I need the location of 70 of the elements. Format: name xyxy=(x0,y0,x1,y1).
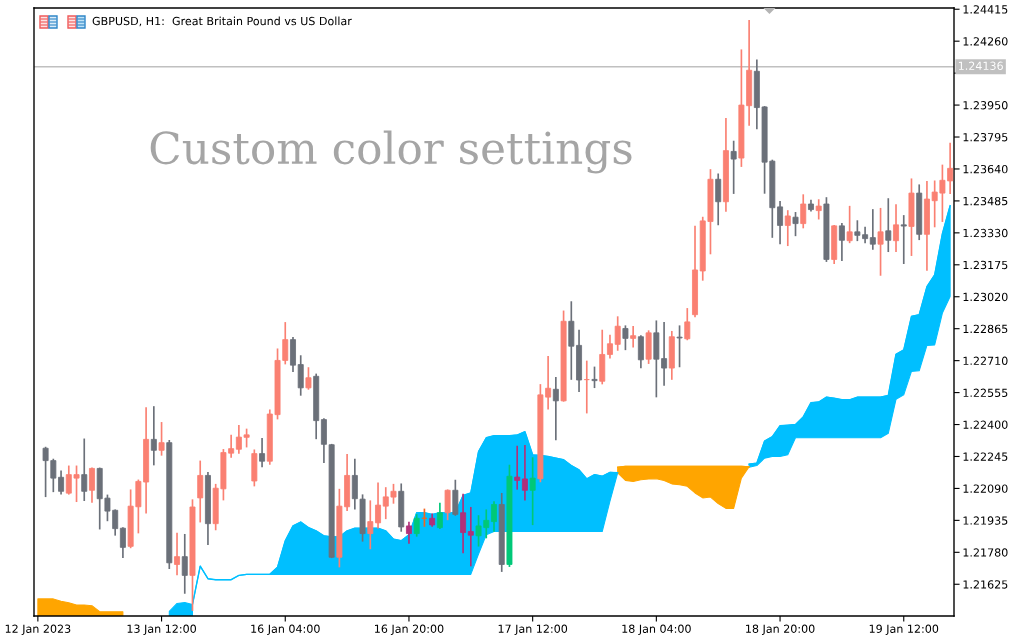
y-tick-label: 1.23330 xyxy=(963,228,1008,238)
candlestick xyxy=(197,460,204,523)
candlestick xyxy=(784,210,791,247)
candlestick xyxy=(529,457,536,526)
x-tick-label: 17 Jan 12:00 xyxy=(498,624,568,635)
y-tick-label: 1.22865 xyxy=(963,324,1008,334)
candlestick xyxy=(715,173,722,226)
candlestick xyxy=(436,502,443,530)
y-tick-label: 1.22090 xyxy=(963,484,1008,493)
candlestick xyxy=(630,326,637,348)
y-tick-label: 1.21780 xyxy=(963,548,1008,557)
candlestick xyxy=(174,532,180,576)
candlestick xyxy=(119,527,126,559)
candlestick xyxy=(259,437,266,468)
y-tick-label: 1.21625 xyxy=(963,580,1008,589)
candlestick xyxy=(89,467,95,503)
candlestick xyxy=(893,204,899,253)
candlestick xyxy=(885,198,892,253)
candlestick xyxy=(792,212,799,237)
candlestick xyxy=(869,209,876,250)
candlestick xyxy=(676,325,683,368)
candlestick xyxy=(305,367,312,390)
candlestick xyxy=(684,308,691,341)
x-tick-label: 18 Jan 04:00 xyxy=(622,624,691,635)
candlestick xyxy=(900,215,907,264)
y-tick-label: 1.22400 xyxy=(963,420,1008,429)
y-tick-label: 1.23640 xyxy=(963,164,1008,174)
x-tick-label: 19 Jan 12:00 xyxy=(869,624,939,635)
candlestick xyxy=(297,355,304,396)
candlestick xyxy=(838,222,845,261)
y-tick-label: 1.22710 xyxy=(963,356,1008,366)
candlestick xyxy=(444,489,451,521)
candlestick xyxy=(181,533,188,594)
candlestick xyxy=(846,205,853,244)
candlestick xyxy=(622,325,629,351)
candlestick xyxy=(467,506,474,567)
x-tick-label: 13 Jan 12:00 xyxy=(127,624,196,635)
y-tick-label: 1.24415 xyxy=(963,5,1008,14)
annotation: Custom color settings xyxy=(150,130,632,174)
y-tick-label: 1.22245 xyxy=(963,452,1008,461)
candlestick xyxy=(460,493,467,554)
candlestick xyxy=(405,521,412,544)
y-tick-label: 1.23020 xyxy=(963,292,1008,302)
candlestick xyxy=(158,422,165,456)
candlestick xyxy=(150,406,157,466)
candlestick xyxy=(637,335,644,369)
candlestick xyxy=(877,207,884,276)
candlestick xyxy=(552,377,559,441)
y-tick-label: 1.24260 xyxy=(963,37,1008,46)
candlestick xyxy=(521,444,528,501)
y-tick-label: 1.22555 xyxy=(963,388,1008,397)
text: GBPUSD, H1: Great Britain Pound vs US Dollar xyxy=(92,16,352,27)
candlestick xyxy=(730,140,737,194)
candlestick xyxy=(413,514,420,537)
ref-line-label: 1.24136 xyxy=(958,61,1003,70)
y-tick-label: 1.23175 xyxy=(963,260,1008,270)
candlestick xyxy=(491,501,497,532)
y-tick-label: 1.23795 xyxy=(963,132,1008,142)
candlestick xyxy=(591,366,598,389)
candlestick xyxy=(800,194,807,229)
candlestick xyxy=(514,445,521,490)
y-tick-label: 1.23485 xyxy=(963,196,1008,206)
candlestick xyxy=(815,199,822,220)
x-tick-label: 12 Jan 2023 xyxy=(5,624,71,635)
y-tick-label: 1.23950 xyxy=(963,101,1008,110)
x-tick-label: 16 Jan 20:00 xyxy=(375,624,444,635)
y-tick-label: 1.21935 xyxy=(963,516,1008,525)
x-tick-label: 18 Jan 20:00 xyxy=(746,624,815,635)
x-tick-label: 16 Jan 04:00 xyxy=(251,624,320,635)
candlestick xyxy=(81,438,88,502)
